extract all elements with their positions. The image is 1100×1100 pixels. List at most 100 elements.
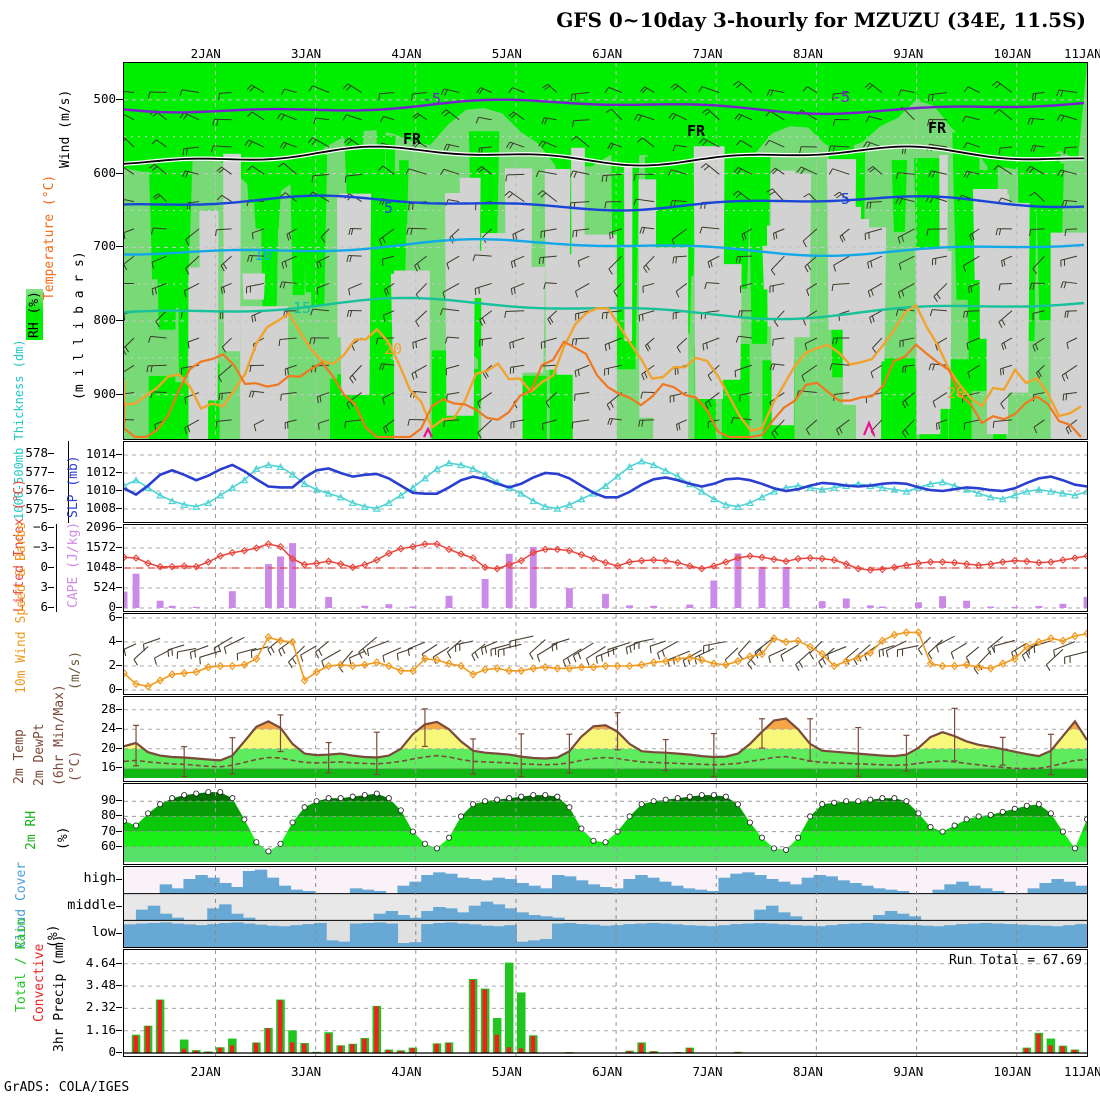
footer-credit: GrADS: COLA/IGES [4,1080,130,1095]
tick-mark [116,607,122,608]
tick-mark [116,985,122,987]
li-tick-3: 3 [40,579,48,594]
label-precip-total: Total / Rain [14,918,29,1012]
cape-tick-0: 0 [108,599,116,614]
tick-mark [116,800,122,802]
cape-lifted-index-plot [124,525,1087,611]
date-tick-10jan: 10JAN [993,46,1032,61]
rh-tick-70: 70 [100,822,116,838]
date-tick-10jan: 10JAN [993,1064,1032,1079]
tick-mark [116,508,122,509]
label-temp-1: (6hr Min/Max) [52,684,67,786]
tick-mark [48,547,54,548]
li-tick-0: 0 [40,559,48,574]
thickness-tick-578: 578 [25,444,48,460]
temp-tick-28: 28 [100,700,116,716]
cloud-row-label-middle: middle [67,897,116,913]
label-millibars: (m i l l i b a r s) [72,251,87,400]
tick-mark [48,509,54,511]
wind-speed-plot [124,614,1087,694]
cloud-row-label-high: high [83,870,116,887]
date-tick-8jan: 8JAN [792,1064,823,1079]
precip-tick-2-32: 2.32 [85,999,116,1015]
thickness-tick-576: 576 [25,482,48,498]
contour-label: -5 [832,88,850,106]
contour-label: 10 [254,246,272,264]
tick-mark [48,607,54,608]
precip-tick-0: 0 [108,1044,116,1059]
tick-mark [116,490,122,491]
li-tick-6: 6 [40,599,48,614]
label-precip-convective: Convective [32,943,47,1022]
cape-tick-2096: 2096 [85,519,116,534]
tick-mark [116,747,122,749]
thickness-tick-575: 575 [25,501,48,517]
upper-air-plot: -5 FR FR FR -5 5 5 10 15 20 20 [124,63,1087,439]
date-tick-8jan: 8JAN [792,46,823,61]
pressure-tick-600: 600 [93,164,116,180]
contour-label: 20 [384,340,402,358]
label-slp: SLP (mb) [66,455,81,518]
label-temp-0: (°C) [68,750,83,782]
panel-precip [123,949,1088,1057]
wind-tick-4: 4 [108,633,116,648]
date-tick-7jan: 7JAN [692,46,723,61]
slp-tick-1014: 1014 [85,446,116,461]
temp-tick-24: 24 [100,720,116,736]
panel-cloud-cover [123,866,1088,948]
label-rh: RH (%) [26,289,43,340]
tick-mark [116,879,122,881]
tick-mark [116,1007,122,1009]
label-temp-2: 2m DewPt [32,723,47,786]
pressure-tick-mark [116,320,123,322]
label-cape: CAPE (J/kg) [66,521,81,608]
tick-mark [116,665,122,666]
tick-mark [116,547,122,548]
thickness-tick-577: 577 [25,463,48,479]
temp-tick-16: 16 [100,759,116,775]
tick-mark [116,472,122,473]
temperature-plot [124,697,1087,781]
date-tick-3jan: 3JAN [291,46,322,61]
panel-2m-temp [123,696,1088,782]
tick-mark [116,815,122,817]
tick-mark [48,527,54,528]
cloud-row-label-low: low [91,923,116,940]
tick-mark [116,708,122,710]
panel-cape-lifted-index [123,524,1088,612]
cape-tick-524: 524 [93,579,116,594]
tick-mark [116,1052,122,1053]
contour-label: FR [687,122,706,140]
contour-label: 15 [293,299,311,317]
pressure-tick-700: 700 [93,238,116,254]
tick-mark [116,906,122,907]
precip-plot [124,950,1087,1056]
date-tick-3jan: 3JAN [291,1064,322,1079]
pressure-tick-900: 900 [93,385,116,401]
pressure-tick-mark [116,98,123,100]
tick-mark [116,587,122,588]
date-tick-7jan: 7JAN [692,1064,723,1079]
date-tick-2jan: 2JAN [190,46,221,61]
precip-tick-3-48: 3.48 [85,977,116,993]
date-tick-9jan: 9JAN [893,46,924,61]
temp-tick-20: 20 [100,739,116,755]
date-tick-6jan: 6JAN [592,1064,623,1079]
pressure-tick-mark [116,393,123,395]
contour-label: 5 [384,199,393,217]
label-precip-axis: 3hr Precip (mm) [52,934,67,1052]
axis-divider [68,441,69,523]
li-tick--3: −3 [32,539,48,554]
tick-mark [116,962,122,964]
tick-mark [48,490,54,492]
rh-plot [124,784,1087,864]
tick-mark [116,1029,122,1031]
tick-mark [48,567,54,568]
cape-tick-1048: 1048 [85,559,116,574]
label-wind-units: (m/s) [68,650,83,690]
tick-mark [116,932,122,934]
tick-mark [116,454,122,455]
slp-tick-1012: 1012 [85,464,116,479]
tick-mark [116,527,122,528]
wind-tick-6: 6 [108,609,116,624]
